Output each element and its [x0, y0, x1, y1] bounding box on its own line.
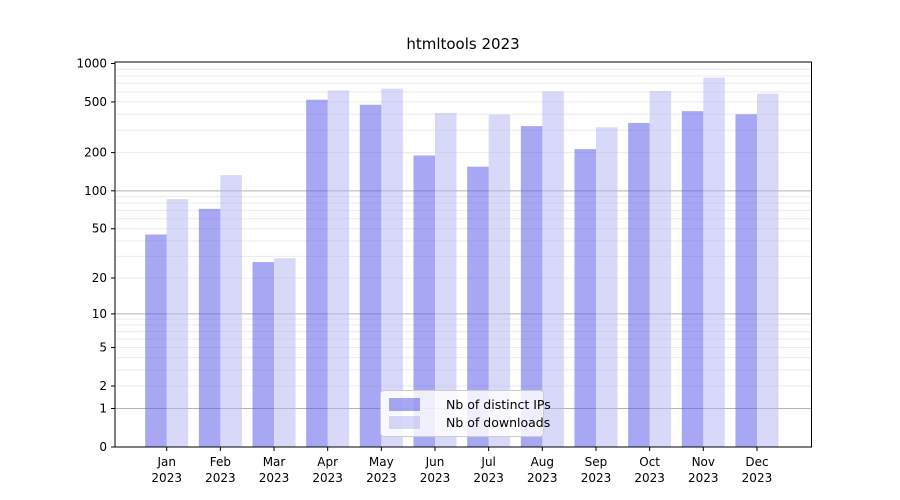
- bar-downloads-dec: [756, 93, 779, 448]
- legend-label-distinct-ips: Nb of distinct IPs: [446, 396, 551, 412]
- legend: Nb of distinct IPs Nb of downloads: [380, 390, 551, 437]
- y-tick-label: 100: [84, 184, 107, 198]
- chart-title: htmltools 2023: [406, 35, 520, 53]
- legend-item-distinct-ips: Nb of distinct IPs: [389, 395, 551, 413]
- y-tick-label: 2: [99, 379, 107, 393]
- bar-distinct-ips-jul: [467, 166, 489, 447]
- bar-distinct-ips-oct: [628, 122, 650, 448]
- y-tick-label: 0: [99, 440, 107, 454]
- y-tick-label: 20: [92, 271, 107, 285]
- bar-downloads-may: [381, 88, 403, 448]
- bar-downloads-jan: [166, 199, 189, 447]
- x-tick-label-month: Aug: [531, 455, 554, 469]
- bar-distinct-ips-jun: [413, 155, 435, 448]
- bar-distinct-ips-dec: [735, 114, 757, 448]
- bar-distinct-ips-jan: [145, 234, 167, 447]
- x-tick-label-year: 2023: [742, 471, 773, 485]
- bar-distinct-ips-may: [359, 104, 382, 448]
- x-tick-label-month: Jun: [425, 455, 445, 469]
- bar-distinct-ips-sep: [574, 149, 596, 447]
- bar-downloads-sep: [595, 127, 618, 447]
- legend-item-downloads: Nb of downloads: [389, 414, 550, 432]
- y-tick-label: 1: [99, 402, 107, 416]
- bar-distinct-ips-nov: [681, 111, 704, 447]
- y-tick-label: 5: [99, 341, 107, 355]
- bar-downloads-apr: [327, 90, 350, 447]
- y-tick-label: 200: [84, 146, 107, 160]
- bar-distinct-ips-apr: [306, 99, 328, 447]
- x-tick-label-year: 2023: [473, 471, 504, 485]
- x-tick-label-year: 2023: [151, 471, 182, 485]
- x-tick-label-year: 2023: [634, 471, 665, 485]
- bar-downloads-feb: [220, 175, 242, 447]
- x-tick-label-month: Mar: [263, 455, 286, 469]
- bar-distinct-ips-mar: [252, 262, 275, 447]
- y-tick-label: 50: [92, 222, 107, 236]
- x-tick-label-month: May: [369, 455, 394, 469]
- bar-distinct-ips-aug: [520, 126, 543, 448]
- x-tick-label-year: 2023: [366, 471, 397, 485]
- x-tick-label-year: 2023: [527, 471, 558, 485]
- bar-downloads-aug: [542, 91, 564, 448]
- x-tick-label-month: Sep: [585, 455, 608, 469]
- legend-label-downloads: Nb of downloads: [446, 415, 551, 431]
- x-tick-label-month: Oct: [639, 455, 660, 469]
- y-tick-label: 10: [92, 307, 107, 321]
- plot-border: [114, 61, 812, 448]
- x-tick-label-month: Apr: [317, 455, 338, 469]
- bar-distinct-ips-feb: [198, 208, 221, 447]
- x-tick-label-month: Dec: [745, 455, 768, 469]
- bar-downloads-jul: [488, 114, 511, 447]
- x-tick-label-month: Feb: [210, 455, 231, 469]
- x-tick-label-month: Jul: [480, 455, 495, 469]
- bar-downloads-jun: [435, 112, 457, 447]
- bar-downloads-oct: [649, 91, 672, 447]
- legend-swatch-distinct-ips: [389, 397, 420, 411]
- bar-downloads-mar: [274, 258, 296, 447]
- x-tick-label-year: 2023: [420, 471, 451, 485]
- x-tick-label-year: 2023: [259, 471, 290, 485]
- x-tick-label-month: Jan: [156, 455, 176, 469]
- x-tick-label-year: 2023: [688, 471, 719, 485]
- legend-swatch-downloads: [389, 416, 420, 430]
- x-tick-label-year: 2023: [205, 471, 236, 485]
- y-tick-label: 500: [84, 95, 107, 109]
- x-tick-label-year: 2023: [581, 471, 612, 485]
- bar-downloads-nov: [703, 77, 725, 448]
- x-tick-label-month: Nov: [692, 455, 715, 469]
- x-tick-label-year: 2023: [312, 471, 343, 485]
- y-tick-label: 1000: [76, 57, 107, 71]
